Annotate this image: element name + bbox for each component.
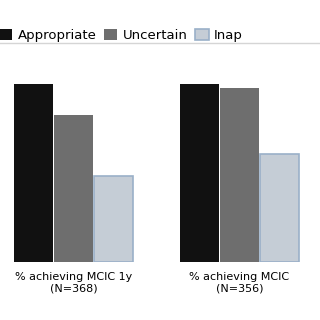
Bar	[14, 84, 53, 262]
Bar	[220, 88, 259, 262]
Bar	[260, 154, 299, 262]
Bar	[54, 115, 93, 262]
Bar	[180, 84, 219, 262]
Legend: Appropriate, Uncertain, Inap: Appropriate, Uncertain, Inap	[0, 27, 244, 43]
Bar	[94, 176, 133, 262]
